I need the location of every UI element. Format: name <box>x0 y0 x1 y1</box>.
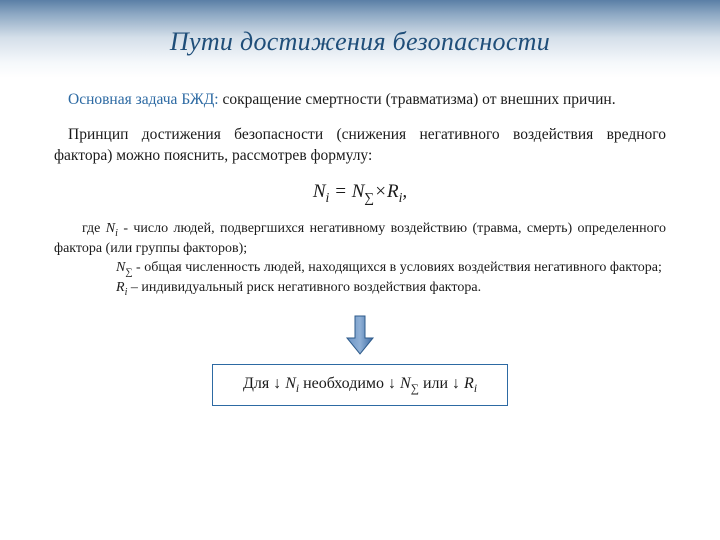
formula-times: × <box>374 181 387 202</box>
header-band: Пути достижения безопасности <box>0 0 720 78</box>
def-Ri: Ri – индивидуальный риск негативного воз… <box>54 279 666 299</box>
content-area: Основная задача БЖД: сокращение смертнос… <box>0 78 720 406</box>
def-Nsigma-var: N <box>116 260 125 275</box>
box-prefix: Для ↓ <box>243 375 285 392</box>
box-R: R <box>464 375 474 392</box>
box-N: N <box>285 375 296 392</box>
lead-label: Основная задача БЖД: <box>68 91 219 108</box>
def-where: где <box>82 221 106 236</box>
principle-paragraph: Принцип достижения безопасности (снижени… <box>54 125 666 167</box>
def-Ni-text: - число людей, подвергшихся негативному … <box>54 221 666 256</box>
formula-Nsigma: N <box>352 181 365 202</box>
box-mid: необходимо ↓ <box>299 375 400 392</box>
page-title: Пути достижения безопасности <box>170 27 550 57</box>
def-Ri-text: – индивидуальный риск негативного воздей… <box>127 280 481 295</box>
conclusion-box: Для ↓ Ni необходимо ↓ N∑ или ↓ Ri <box>212 364 508 406</box>
arrow-container <box>54 314 666 356</box>
definitions: где Ni - число людей, подвергшихся негат… <box>54 220 666 300</box>
formula: Ni = N∑×Ri, <box>54 181 666 206</box>
def-Nsigma-text: - общая численность людей, находящихся в… <box>133 260 662 275</box>
def-Ni-var: N <box>106 221 115 236</box>
box-Nsigma: N <box>400 375 411 392</box>
lead-text: сокращение смертности (травматизма) от в… <box>219 91 616 108</box>
box-or: или ↓ <box>419 375 464 392</box>
formula-R: R <box>387 181 399 202</box>
def-Nsigma: N∑ - общая численность людей, находящихс… <box>54 259 666 279</box>
conclusion-container: Для ↓ Ni необходимо ↓ N∑ или ↓ Ri <box>54 364 666 406</box>
def-Ri-var: R <box>116 280 125 295</box>
formula-sigma: ∑ <box>364 190 374 205</box>
formula-comma: , <box>402 181 407 202</box>
box-sigma: ∑ <box>411 383 419 395</box>
down-arrow-icon <box>345 314 375 356</box>
formula-eq: = <box>329 181 351 202</box>
box-Ri: i <box>474 383 477 395</box>
def-Nsigma-sub: ∑ <box>125 267 132 278</box>
lead-paragraph: Основная задача БЖД: сокращение смертнос… <box>54 90 666 111</box>
def-Ni: где Ni - число людей, подвергшихся негат… <box>54 220 666 259</box>
formula-N: N <box>313 181 326 202</box>
